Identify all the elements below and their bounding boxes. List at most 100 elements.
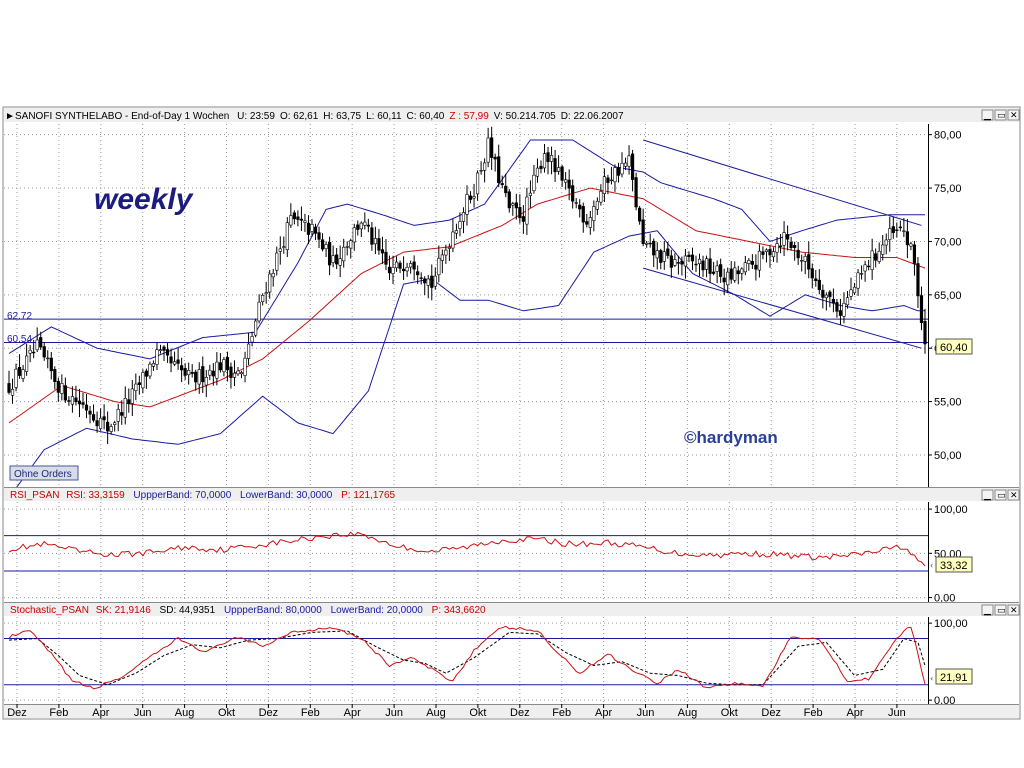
candle [257, 294, 261, 324]
candle [891, 216, 895, 239]
candle-body [56, 380, 60, 393]
stoch-badge-bg [935, 668, 973, 685]
candle-body [535, 167, 540, 177]
candle [761, 246, 765, 260]
minimize-button[interactable]: ▁ [981, 489, 994, 501]
candle [278, 236, 282, 265]
candle [708, 247, 712, 284]
candle-body [306, 222, 311, 235]
restore-button-bg [994, 109, 1007, 121]
orders-button[interactable]: Ohne Orders [9, 465, 79, 481]
candle-body [585, 221, 589, 225]
candle-body [553, 158, 557, 173]
copyright-label: ©hardyman [684, 428, 778, 447]
candle [507, 189, 511, 213]
candle [821, 284, 825, 309]
candle-body [373, 238, 378, 245]
minimize-button[interactable]: ▁ [981, 109, 994, 121]
rsi-panel-header-bar [4, 488, 1019, 501]
candle-body [201, 366, 205, 383]
candle-body [821, 289, 825, 298]
candle-body [84, 404, 89, 411]
moving-average-line [8, 187, 926, 424]
stochastic-panel: Stochastic_PSAN SK: 21,9146 SD: 44,9351 … [4, 602, 1020, 707]
restore-button[interactable]: ▭ [994, 604, 1007, 616]
candle-body [472, 196, 476, 199]
restore-button[interactable]: ▭ [994, 109, 1007, 121]
x-tick-label: Feb [804, 707, 823, 719]
candle-body [423, 278, 427, 284]
candle-body [313, 226, 318, 234]
level-label-lower: 60.54 [7, 334, 32, 345]
candle-body [409, 263, 413, 268]
price-panel-header-bar [4, 108, 1019, 122]
candle [433, 267, 437, 290]
candle [525, 187, 529, 235]
y-tick-label: 50,00 [934, 450, 962, 462]
candle [623, 157, 628, 171]
candle [285, 217, 289, 257]
candle [923, 308, 927, 354]
candle-body [197, 369, 201, 385]
close-button[interactable]: ✕ [1007, 109, 1020, 121]
candle-body [493, 156, 497, 160]
stoch-badge: ‹ 21,91 [930, 668, 973, 685]
candle-body [335, 254, 339, 265]
restore-button[interactable]: ▭ [994, 489, 1007, 501]
candle-body [560, 166, 564, 181]
candle [113, 420, 117, 432]
candle [451, 219, 455, 253]
candle-body [444, 249, 448, 256]
scroll-arrow-icon[interactable]: ► [5, 111, 15, 122]
candle [60, 374, 64, 401]
candle-body [511, 203, 515, 206]
candle-body [405, 266, 409, 272]
candle-body [542, 153, 547, 169]
close-button-bg [1007, 489, 1020, 501]
candle [246, 332, 251, 365]
candle-body [814, 278, 818, 281]
candle [120, 400, 124, 425]
candle-body [440, 254, 444, 261]
close-button[interactable]: ✕ [1007, 604, 1020, 616]
candle-body [683, 255, 688, 267]
candle-body [669, 255, 673, 268]
candle-body [768, 249, 772, 256]
x-tick-label: Dez [761, 707, 781, 719]
candle [532, 165, 536, 194]
candle [609, 166, 614, 185]
candle [254, 318, 258, 338]
candle [352, 223, 356, 251]
close-button[interactable]: ✕ [1007, 489, 1020, 501]
candle [468, 191, 473, 204]
candle-body [638, 207, 642, 222]
candle [881, 235, 885, 261]
candle [817, 269, 821, 295]
candle [169, 348, 173, 373]
candle [430, 264, 434, 301]
candle [380, 236, 385, 265]
stoch-lower-band: LowerBand: 20,0000 [331, 605, 424, 616]
x-tick-label: Okt [218, 707, 235, 719]
candle-body [426, 278, 430, 286]
candle [243, 351, 247, 383]
candle [74, 385, 78, 406]
price-panel-window-buttons[interactable]: ▁ ▭ ✕ [981, 109, 1020, 121]
minimize-button[interactable]: ▁ [981, 604, 994, 616]
candle-body [324, 244, 328, 249]
candle [377, 229, 381, 255]
candle-body [507, 191, 511, 209]
candle-body [486, 137, 490, 163]
minimize-button-bg [981, 604, 994, 616]
candle [49, 351, 53, 380]
rsi-panel-window-buttons[interactable]: ▁ ▭ ✕ [981, 489, 1020, 501]
stoch-panel-window-buttons[interactable]: ▁ ▭ ✕ [981, 604, 1020, 616]
x-tick-label: Aug [678, 707, 698, 719]
candle-body [895, 229, 899, 231]
candle [775, 237, 779, 263]
candle-body [747, 260, 751, 264]
last-price-badge-bg [935, 338, 973, 355]
candle [437, 245, 441, 283]
candle-body [789, 241, 793, 249]
candle-body [803, 255, 807, 262]
